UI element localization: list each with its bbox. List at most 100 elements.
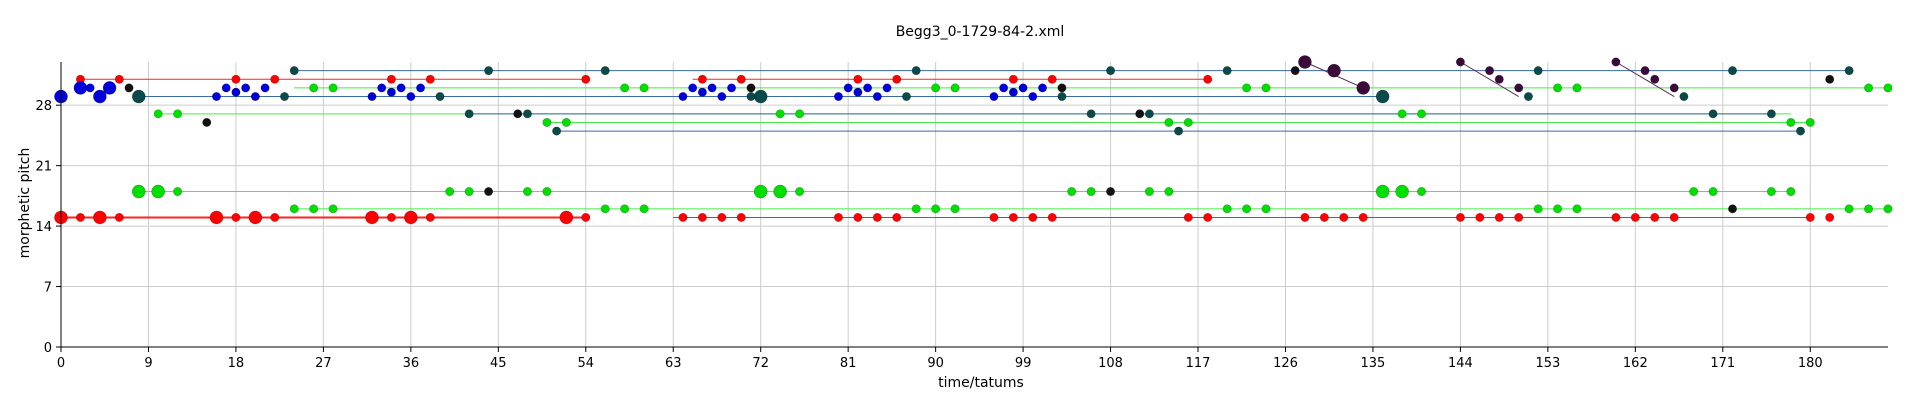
note-point xyxy=(1261,204,1271,214)
note-point xyxy=(746,92,756,102)
note-point xyxy=(892,212,902,222)
note-point xyxy=(1008,74,1018,84)
note-point xyxy=(989,92,999,102)
note-point xyxy=(1844,204,1854,214)
note-point xyxy=(853,74,863,84)
note-point xyxy=(639,204,649,214)
note-point xyxy=(1242,83,1252,93)
axes: 0 9 18 27 36 45 54 63 72 81 90 99 108 117 126 135 144 153… xyxy=(35,62,1888,371)
note-point xyxy=(542,187,552,197)
note-point xyxy=(1242,204,1252,214)
note-point xyxy=(416,83,426,93)
note-point xyxy=(328,83,338,93)
note-point xyxy=(872,212,882,222)
note-point xyxy=(1375,89,1390,104)
note-point xyxy=(931,204,941,214)
y-tick-label: 28 xyxy=(35,99,52,114)
note-point xyxy=(1883,83,1893,93)
note-point xyxy=(93,89,107,104)
note-point xyxy=(202,117,212,127)
note-point xyxy=(931,83,941,93)
x-tick-label: 63 xyxy=(665,356,682,371)
note-point xyxy=(1086,109,1096,119)
note-point xyxy=(1222,66,1232,76)
note-point xyxy=(1222,204,1232,214)
note-point xyxy=(833,212,843,222)
note-point xyxy=(872,92,882,102)
x-tick-label: 162 xyxy=(1623,356,1648,371)
note-point xyxy=(1572,204,1582,214)
note-point xyxy=(911,66,921,76)
note-point xyxy=(1086,187,1096,197)
note-point xyxy=(1356,81,1371,95)
note-point xyxy=(1164,187,1174,197)
x-tick-label: 126 xyxy=(1273,356,1298,371)
note-point xyxy=(581,212,591,222)
chart-title: Begg3_0-1729-84-2.xml xyxy=(896,24,1065,40)
note-point xyxy=(1523,92,1533,102)
note-point xyxy=(688,83,698,93)
note-point xyxy=(289,66,299,76)
note-point xyxy=(736,74,746,84)
note-point xyxy=(697,212,707,222)
note-point xyxy=(209,210,224,225)
note-point xyxy=(552,126,562,136)
x-tick-label: 144 xyxy=(1448,356,1473,371)
note-point xyxy=(950,204,960,214)
note-point xyxy=(1494,74,1504,84)
note-point xyxy=(678,92,688,102)
note-point xyxy=(425,74,435,84)
note-point xyxy=(464,109,474,119)
x-tick-label: 90 xyxy=(927,356,944,371)
note-point xyxy=(1825,74,1835,84)
note-segment xyxy=(1615,61,1675,97)
note-point xyxy=(396,83,406,93)
note-point xyxy=(173,109,183,119)
y-tick-label: 21 xyxy=(35,160,52,175)
note-point xyxy=(1395,184,1409,199)
note-point xyxy=(1844,66,1854,76)
note-point xyxy=(892,74,902,84)
note-point xyxy=(1290,66,1300,76)
note-point xyxy=(1327,63,1341,78)
note-point xyxy=(775,109,785,119)
note-point xyxy=(241,83,251,93)
note-point xyxy=(795,187,805,197)
note-point xyxy=(1796,126,1806,136)
note-point xyxy=(1630,212,1640,222)
x-tick-label: 117 xyxy=(1186,356,1211,371)
note-point xyxy=(753,184,768,199)
note-point xyxy=(1008,87,1018,97)
note-point xyxy=(561,117,571,127)
note-point xyxy=(1358,212,1368,222)
note-point xyxy=(231,212,241,222)
y-axis-label: morphetic pitch xyxy=(17,148,33,259)
note-point xyxy=(678,212,688,222)
note-point xyxy=(1485,66,1495,76)
note-point xyxy=(1018,83,1028,93)
note-point xyxy=(248,210,263,225)
grid xyxy=(60,62,1888,348)
note-point xyxy=(1203,212,1213,222)
note-point xyxy=(1689,187,1699,197)
note-point xyxy=(1028,92,1038,102)
y-tick-label: 0 xyxy=(44,341,52,356)
note-point xyxy=(386,74,396,84)
x-tick-label: 0 xyxy=(57,356,65,371)
note-point xyxy=(522,109,532,119)
note-point xyxy=(1455,57,1465,67)
note-point xyxy=(328,204,338,214)
note-point xyxy=(1028,212,1038,222)
note-point xyxy=(853,212,863,222)
note-point xyxy=(309,83,319,93)
note-point xyxy=(989,212,999,222)
note-point xyxy=(746,83,756,93)
note-point xyxy=(1650,212,1660,222)
note-point xyxy=(1300,212,1310,222)
note-points xyxy=(54,55,1893,225)
note-point xyxy=(1417,187,1427,197)
note-point xyxy=(833,92,843,102)
note-point xyxy=(85,83,95,93)
note-point xyxy=(513,109,523,119)
